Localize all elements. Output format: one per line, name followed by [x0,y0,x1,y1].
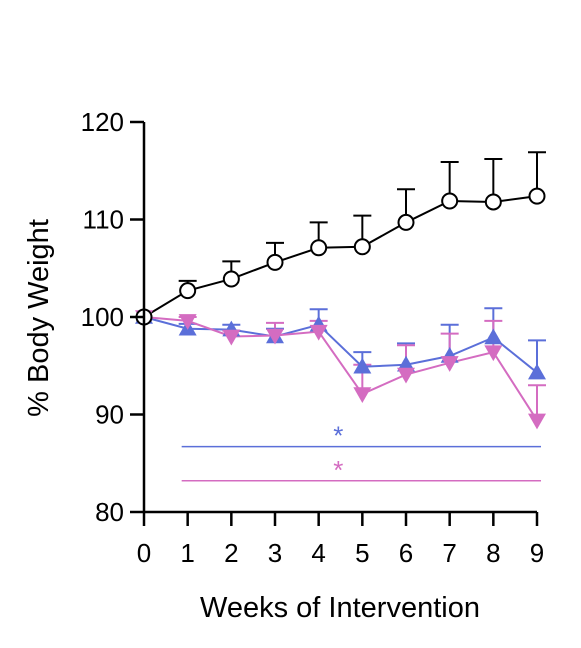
y-tick-label: 80 [95,497,124,527]
data-point [310,239,328,257]
y-tick-label: 100 [81,302,124,332]
x-tick-label: 1 [180,538,194,568]
x-tick-label: 9 [530,538,544,568]
data-point [353,387,372,404]
x-tick-label: 5 [355,538,369,568]
data-point [309,324,328,341]
series-line [143,195,538,318]
x-tick-label: 3 [268,538,282,568]
y-axis-title: % Body Weight [23,219,55,417]
data-point [266,328,284,345]
data-point [528,363,546,380]
y-tick-label: 120 [81,107,124,137]
significance-marker: * [333,421,343,451]
data-point [484,345,503,362]
y-ticks: 80 90 100 110 120 [81,107,144,527]
x-tick-label: 0 [137,538,151,568]
data-point [353,357,372,374]
data-point [397,213,415,231]
data-point [266,253,284,271]
data-point [397,367,415,384]
series-markers [135,187,546,430]
x-tick-label: 8 [486,538,500,568]
x-axis-title: Weeks of Intervention [200,592,480,624]
data-point [528,413,546,430]
significance-marker: * [333,455,343,485]
data-point [397,355,415,372]
x-tick-label: 4 [311,538,325,568]
data-point [484,193,502,211]
significance-annotations: ** [181,421,541,485]
data-point [528,187,546,205]
data-point [440,356,459,372]
data-point [222,329,241,346]
series-lines [143,195,538,421]
data-point [222,270,240,288]
x-tick-label: 6 [399,538,413,568]
data-point [179,282,197,300]
y-tick-label: 110 [83,205,124,235]
data-point [484,328,503,345]
x-tick-label: 2 [224,538,238,568]
data-point [353,238,371,256]
y-tick-label: 90 [95,400,124,430]
series-line [143,316,538,421]
x-tick-label: 7 [442,538,456,568]
data-point [178,314,197,330]
data-point [441,192,459,210]
